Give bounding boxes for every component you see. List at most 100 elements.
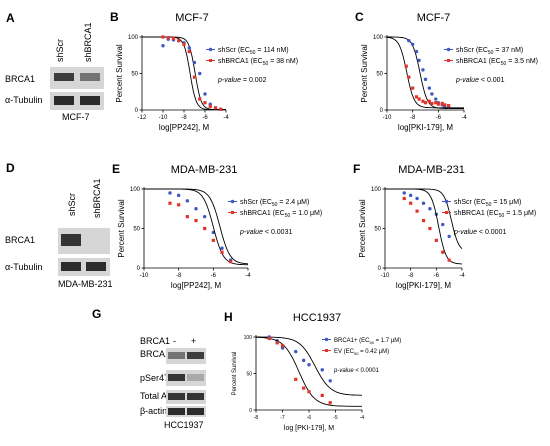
x-tick-label: -8 xyxy=(410,115,416,121)
p-value: p-value = 0.002 xyxy=(217,77,267,84)
x-axis-label: log[PKI-179], M xyxy=(398,123,453,132)
x-axis-label: log[PKI-179], M xyxy=(396,281,451,290)
legend-entry: shScr (EC50 = 114 nM) xyxy=(218,47,289,56)
data-point xyxy=(275,341,279,345)
data-point xyxy=(211,238,215,242)
data-point xyxy=(447,258,451,262)
data-point xyxy=(414,49,419,54)
row-label: Total Akt xyxy=(140,391,175,401)
data-point xyxy=(182,42,186,46)
data-point xyxy=(430,101,434,106)
x-tick-label: -4 xyxy=(245,273,251,279)
blot-band xyxy=(168,408,185,415)
data-point xyxy=(219,107,223,111)
y-tick-label: 50 xyxy=(374,227,381,233)
legend-entry: shScr (EC50 = 2.4 μM) xyxy=(240,199,309,208)
blot-band xyxy=(187,352,204,359)
y-tick-label: 0 xyxy=(135,108,139,114)
chart-panels: B MCF-7 -12 -10 -8 -6 -4 0 50 100 log[PP242], M Per… xyxy=(110,10,538,432)
p-value: p-value < 0.0001 xyxy=(333,368,380,374)
lane-label: shBRCA1 xyxy=(92,178,102,218)
row-label: BRCA1 xyxy=(5,235,35,245)
blot-caption: MCF-7 xyxy=(62,112,90,122)
x-tick-label: -10 xyxy=(159,115,168,121)
lane-label: + xyxy=(191,336,196,346)
panel-letter: E xyxy=(112,162,120,176)
panel-letter: A xyxy=(6,11,15,25)
data-point xyxy=(203,226,207,231)
y-tick-label: 50 xyxy=(246,372,252,378)
data-point xyxy=(302,358,306,363)
y-tick-label: 100 xyxy=(130,187,141,193)
blot-header: BRCA1 xyxy=(140,336,170,346)
x-tick-label: -10 xyxy=(383,115,392,121)
blot-strip xyxy=(166,406,206,417)
data-point xyxy=(220,250,224,254)
data-point xyxy=(430,92,434,96)
x-tick-label: -8 xyxy=(254,415,259,421)
blot-band xyxy=(86,262,106,271)
data-point xyxy=(213,106,218,110)
data-point xyxy=(320,368,324,372)
data-point xyxy=(177,39,181,43)
panel-e: E MDA-MB-231 -10 -8 -6 -4 0 50 100 log[PP242], M P… xyxy=(112,162,322,290)
y-tick-label: 0 xyxy=(137,266,141,272)
x-tick-label: -6 xyxy=(436,115,442,121)
legend-marker xyxy=(230,199,235,204)
x-tick-label: -8 xyxy=(408,273,414,279)
data-point xyxy=(192,60,197,65)
data-point xyxy=(185,215,189,219)
data-point xyxy=(307,390,311,394)
blot-band xyxy=(61,262,81,271)
chart-title: MCF-7 xyxy=(175,12,209,24)
blot-band xyxy=(61,234,81,246)
data-point xyxy=(447,234,451,239)
legend-marker xyxy=(444,199,449,204)
data-point xyxy=(415,196,419,201)
y-axis-label: Percent Survival xyxy=(117,199,126,257)
y-axis-label: Percent Survival xyxy=(360,44,369,102)
blot-band xyxy=(168,352,185,359)
y-tick-label: 100 xyxy=(244,335,253,341)
data-point xyxy=(414,95,419,99)
data-point xyxy=(421,68,425,72)
x-tick-label: -4 xyxy=(223,115,229,121)
panel-letter: G xyxy=(92,307,101,321)
fit-curve xyxy=(256,336,363,396)
legend-entry: EV (EC50 = 0.42 μM) xyxy=(334,349,389,356)
chart-title: MCF-7 xyxy=(417,12,451,24)
fit-curve xyxy=(142,36,226,111)
data-point xyxy=(440,101,444,106)
data-point xyxy=(198,97,202,101)
row-label: α-Tubulin xyxy=(5,95,42,105)
panel-f: F MDA-MB-231 -10 -8 -6 -4 0 50 100 log[PKI-179], … xyxy=(353,162,536,290)
x-tick-label: -8 xyxy=(181,115,187,121)
data-point xyxy=(166,36,170,40)
data-point xyxy=(185,199,190,203)
y-tick-label: 50 xyxy=(133,227,140,233)
data-point xyxy=(407,38,411,43)
fit-curve xyxy=(386,36,464,109)
chart-title: MDA-MB-231 xyxy=(171,164,238,176)
legend-marker xyxy=(445,211,448,214)
x-tick-label: -6 xyxy=(307,415,312,421)
lane-label: shScr xyxy=(67,193,77,216)
blot-band xyxy=(187,393,204,400)
p-value: p-value < 0.0001 xyxy=(453,229,506,236)
data-point xyxy=(402,196,406,201)
data-point xyxy=(441,250,445,254)
data-point xyxy=(402,191,406,195)
data-point xyxy=(434,238,438,242)
data-point xyxy=(187,46,191,50)
x-axis-label: log[PP242], M xyxy=(159,123,210,132)
panel-letter: B xyxy=(110,10,119,24)
panel-letter: C xyxy=(355,10,364,24)
legend-marker xyxy=(447,59,450,62)
data-point xyxy=(320,393,324,397)
lane-label: shScr xyxy=(55,39,65,62)
data-point xyxy=(168,191,172,195)
data-point xyxy=(208,104,212,108)
data-point xyxy=(447,104,451,108)
panel-letter: H xyxy=(224,310,233,324)
y-axis-label: Percent Survival xyxy=(232,352,238,396)
